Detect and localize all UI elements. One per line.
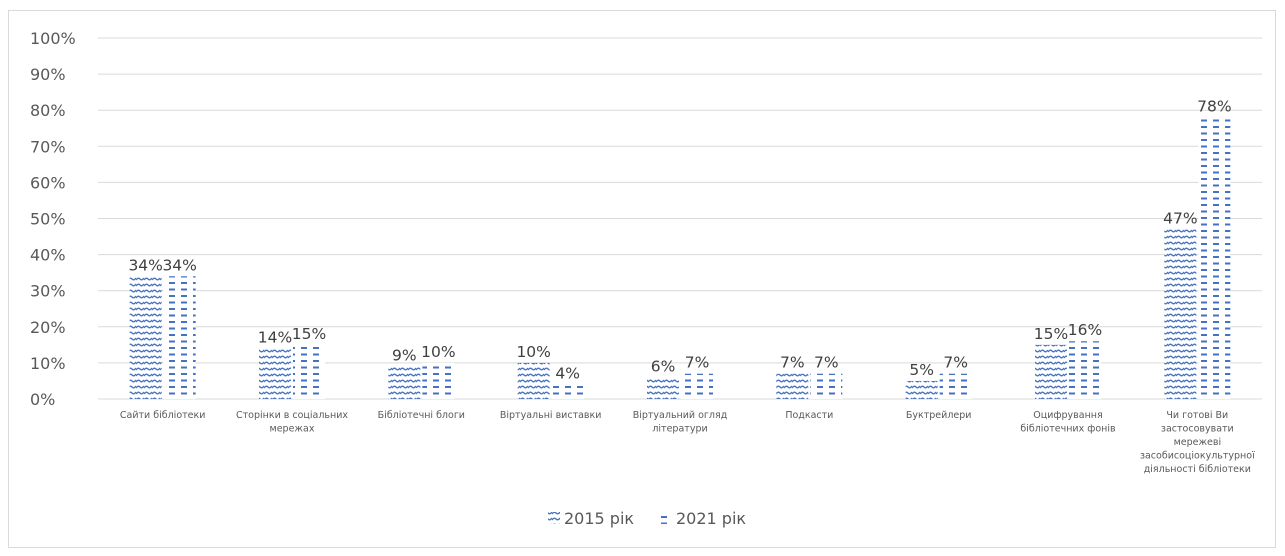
data-label: 47%: [1163, 209, 1197, 227]
legend-swatch: [548, 512, 560, 524]
bar-2021: [164, 276, 196, 399]
category-label: Сайти бібліотеки: [120, 410, 206, 421]
bar-2015: [259, 348, 291, 399]
legend: 2015 рік 2021 рік: [548, 509, 746, 528]
y-tick-label: 90%: [30, 65, 66, 84]
legend-swatch: [660, 512, 672, 524]
y-axis: 0% 10% 20% 30% 40% 50% 60% 70% 80% 90% 100%: [30, 29, 76, 409]
bar-2015: [1035, 345, 1067, 399]
bar-2021: [940, 374, 972, 399]
data-label: 7%: [685, 354, 710, 372]
data-label: 7%: [814, 354, 839, 372]
legend-label: 2015 рік: [564, 509, 634, 528]
data-label: 10%: [516, 343, 550, 361]
data-label: 34%: [128, 256, 162, 274]
y-tick-label: 50%: [30, 210, 66, 229]
data-label: 10%: [421, 343, 455, 361]
category-label: Сторінки в соціальних мережах: [236, 410, 348, 435]
y-tick-label: 10%: [30, 354, 66, 373]
y-tick-label: 30%: [30, 282, 66, 301]
bar-2021: [422, 363, 454, 399]
data-label: 14%: [258, 328, 292, 346]
bar-2015: [1164, 229, 1196, 399]
category-label: Оцифрування бібліотечних фонів: [1020, 410, 1116, 435]
bar-2021: [681, 374, 713, 399]
bar-2021: [1069, 341, 1101, 399]
y-tick-label: 80%: [30, 101, 66, 120]
bar-2015: [130, 276, 162, 399]
bar-2021: [1198, 117, 1230, 399]
bar-2021: [293, 345, 325, 399]
data-label: 9%: [392, 347, 417, 365]
bar-2021: [552, 385, 584, 399]
category-label: Бібліотечні блоги: [378, 410, 465, 421]
y-tick-label: 40%: [30, 246, 66, 265]
y-tick-label: 0%: [30, 390, 55, 409]
data-label: 7%: [943, 354, 968, 372]
legend-label: 2021 рік: [676, 509, 746, 528]
data-label: 15%: [1034, 325, 1068, 343]
bar-2015: [776, 374, 808, 399]
data-label: 5%: [909, 361, 934, 379]
data-labels: 34% 34%14% 15%9% 10% 10%4% 6% 7% 7% 7% 5% 7%15% 16%…: [128, 97, 1231, 382]
category-label: Подкасти: [785, 410, 833, 421]
x-axis-categories: Сайти бібліотеки Сторінки в соціальних мер…: [120, 410, 1255, 475]
data-label: 4%: [555, 365, 580, 383]
y-tick-label: 60%: [30, 173, 66, 192]
data-label: 6%: [651, 357, 676, 375]
bar-2015: [906, 381, 938, 399]
category-label: Віртуальний огляд літератури: [633, 410, 728, 435]
category-label: Буктрейлери: [906, 410, 972, 421]
data-label: 15%: [292, 325, 326, 343]
category-label: Чи готові Ви застосовувати мережеві засобис…: [1140, 410, 1255, 475]
y-tick-label: 20%: [30, 318, 66, 337]
bar-2021: [810, 374, 842, 399]
data-label: 7%: [780, 354, 805, 372]
data-label: 78%: [1197, 97, 1231, 115]
y-tick-label: 100%: [30, 29, 76, 48]
bars: [130, 117, 1231, 399]
data-label: 16%: [1068, 321, 1102, 339]
bar-2015: [518, 363, 550, 399]
bar-2015: [388, 367, 420, 399]
bar-2015: [647, 377, 679, 399]
category-label: Віртуальні виставки: [500, 410, 602, 421]
y-tick-label: 70%: [30, 137, 66, 156]
data-label: 34%: [162, 256, 196, 274]
